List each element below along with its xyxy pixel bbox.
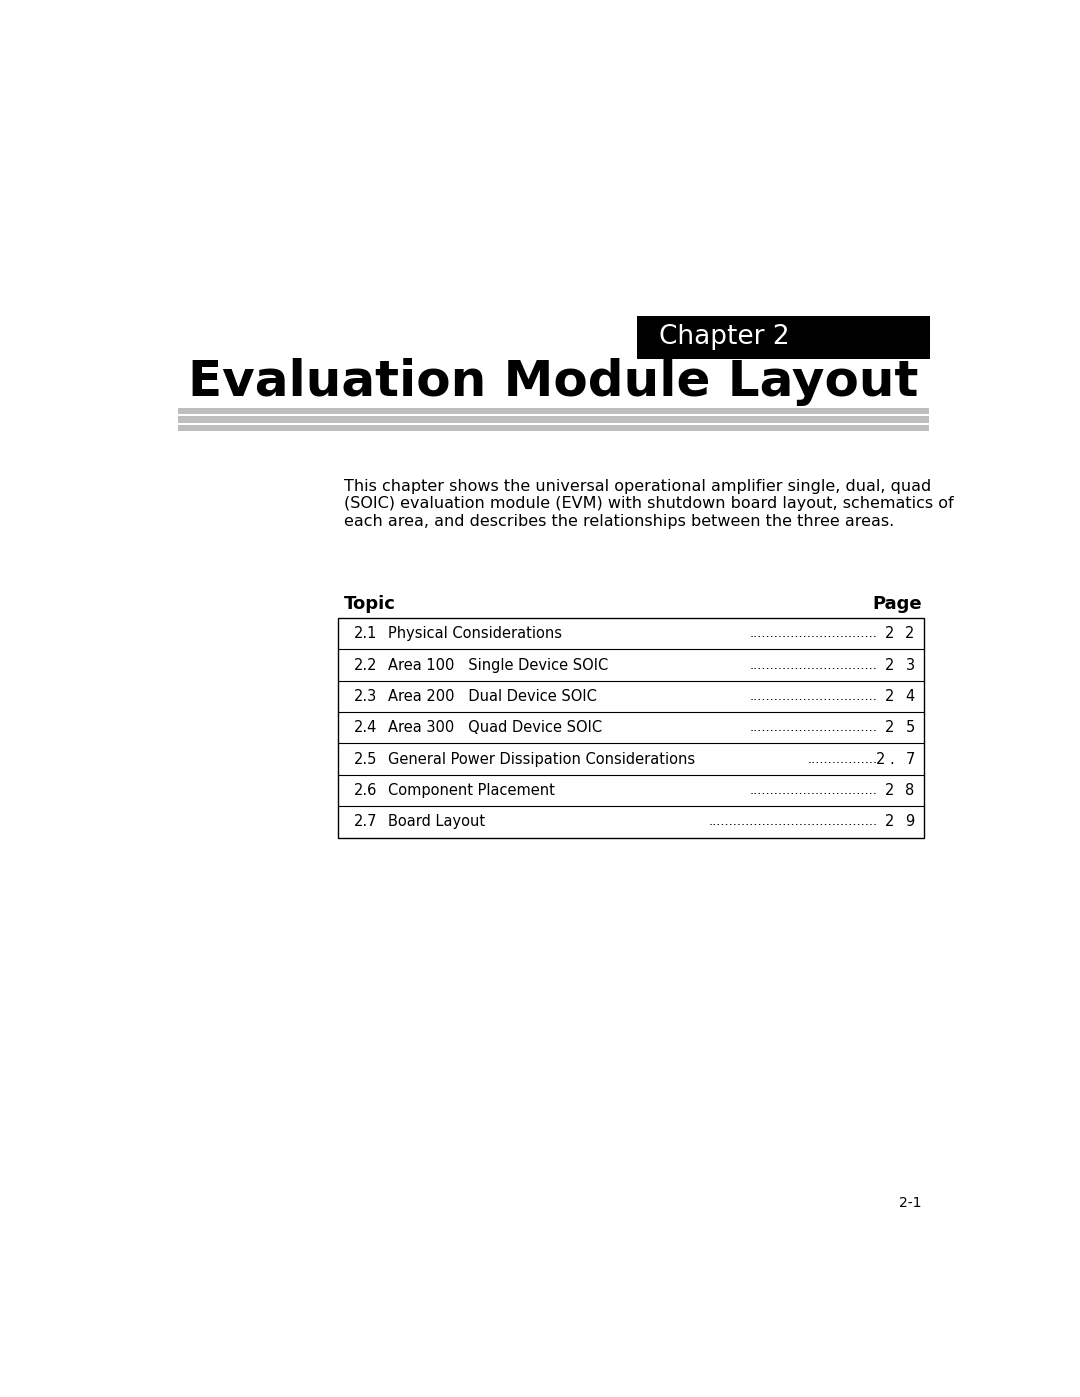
Text: 8: 8 xyxy=(905,782,915,798)
Bar xyxy=(637,316,930,359)
Bar xyxy=(338,617,924,838)
Text: Component Placement: Component Placement xyxy=(389,782,555,798)
Text: Chapter 2: Chapter 2 xyxy=(659,324,789,351)
Text: Board Layout: Board Layout xyxy=(389,814,486,830)
Bar xyxy=(178,425,929,432)
Text: 7: 7 xyxy=(905,752,915,767)
Text: Evaluation Module Layout: Evaluation Module Layout xyxy=(188,358,919,405)
Bar xyxy=(178,416,929,422)
Text: 2: 2 xyxy=(886,782,894,798)
Text: This chapter shows the universal operational amplifier single, dual, quad: This chapter shows the universal operati… xyxy=(345,479,931,493)
Text: 2.6: 2.6 xyxy=(353,782,377,798)
Text: ...............................: ............................... xyxy=(750,658,877,672)
Text: 2: 2 xyxy=(886,626,894,641)
Text: 2.1: 2.1 xyxy=(353,626,377,641)
Text: General Power Dissipation Considerations: General Power Dissipation Considerations xyxy=(389,752,696,767)
Text: 5: 5 xyxy=(905,721,915,735)
Text: 2.7: 2.7 xyxy=(353,814,377,830)
Text: Page: Page xyxy=(872,595,921,613)
Text: each area, and describes the relationships between the three areas.: each area, and describes the relationshi… xyxy=(345,514,894,529)
Text: 2: 2 xyxy=(886,658,894,672)
Text: 2: 2 xyxy=(886,814,894,830)
Text: 2.5: 2.5 xyxy=(353,752,377,767)
Text: Area 100   Single Device SOIC: Area 100 Single Device SOIC xyxy=(389,658,609,672)
Text: 2 .: 2 . xyxy=(876,752,894,767)
Text: 2: 2 xyxy=(905,626,915,641)
Text: 2: 2 xyxy=(886,689,894,704)
Text: 4: 4 xyxy=(905,689,915,704)
Text: ...............................: ............................... xyxy=(750,690,877,703)
Text: 2.3: 2.3 xyxy=(353,689,377,704)
Text: .........................................: ........................................… xyxy=(708,816,877,828)
Text: 2.2: 2.2 xyxy=(353,658,377,672)
Text: Physical Considerations: Physical Considerations xyxy=(389,626,563,641)
Text: ...............................: ............................... xyxy=(750,721,877,735)
Text: Area 300   Quad Device SOIC: Area 300 Quad Device SOIC xyxy=(389,721,603,735)
Text: 9: 9 xyxy=(905,814,915,830)
Text: .................: ................. xyxy=(808,753,877,766)
Text: Topic: Topic xyxy=(345,595,396,613)
Text: 2-1: 2-1 xyxy=(900,1196,921,1210)
Bar xyxy=(178,408,929,414)
Text: (SOIC) evaluation module (EVM) with shutdown board layout, schematics of: (SOIC) evaluation module (EVM) with shut… xyxy=(345,496,954,511)
Text: ...............................: ............................... xyxy=(750,784,877,798)
Text: 3: 3 xyxy=(905,658,915,672)
Text: 2: 2 xyxy=(886,721,894,735)
Text: Area 200   Dual Device SOIC: Area 200 Dual Device SOIC xyxy=(389,689,597,704)
Text: 2.4: 2.4 xyxy=(353,721,377,735)
Text: ...............................: ............................... xyxy=(750,627,877,640)
